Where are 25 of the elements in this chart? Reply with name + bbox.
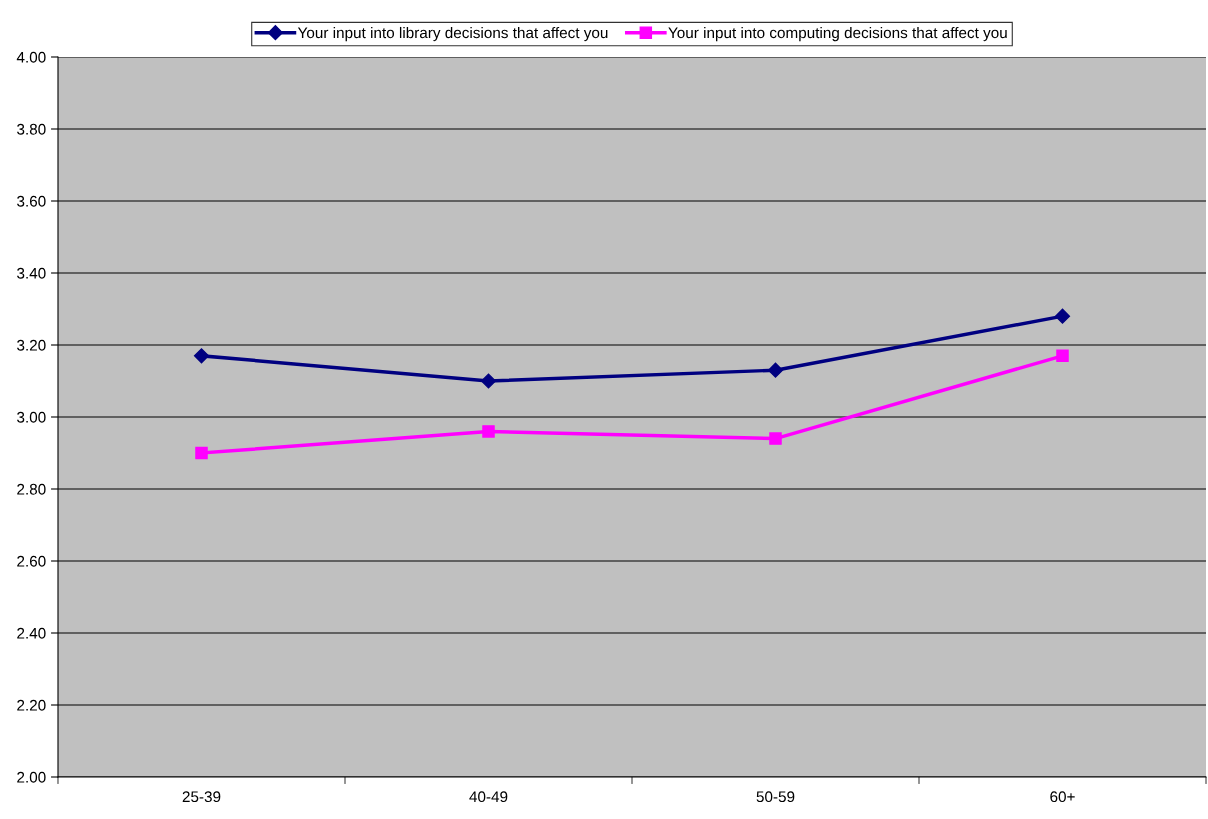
legend-label: Your input into computing decisions that affect you xyxy=(668,26,1007,42)
x-tick-label: 60+ xyxy=(1050,791,1075,803)
x-tick-label: 25-39 xyxy=(182,791,221,803)
point xyxy=(193,348,210,364)
y-tick-label: 3.40 xyxy=(17,267,46,279)
y-tick-label: 3.00 xyxy=(17,411,46,423)
x-tick-label: 40-49 xyxy=(469,791,508,803)
y-tick-label: 2.60 xyxy=(17,555,46,567)
x-tick-label: 50-59 xyxy=(756,791,795,803)
y-tick-label: 2.20 xyxy=(17,699,46,711)
point xyxy=(195,446,208,460)
point xyxy=(769,432,782,445)
y-tick-label: 2.40 xyxy=(17,627,46,639)
point xyxy=(480,373,497,389)
point xyxy=(767,362,784,378)
y-tick-label: 4.00 xyxy=(16,51,46,63)
point xyxy=(1056,349,1069,363)
point xyxy=(482,425,495,438)
y-tick-label: 3.60 xyxy=(17,195,46,207)
y-tick-label: 2.00 xyxy=(17,771,46,783)
y-tick-label: 3.80 xyxy=(17,123,46,135)
y-tick-label: 2.80 xyxy=(17,483,46,495)
legend-label: Your input into library decisions that affect you xyxy=(297,26,608,42)
y-tick-label: 3.20 xyxy=(17,339,46,351)
point xyxy=(1054,308,1071,324)
